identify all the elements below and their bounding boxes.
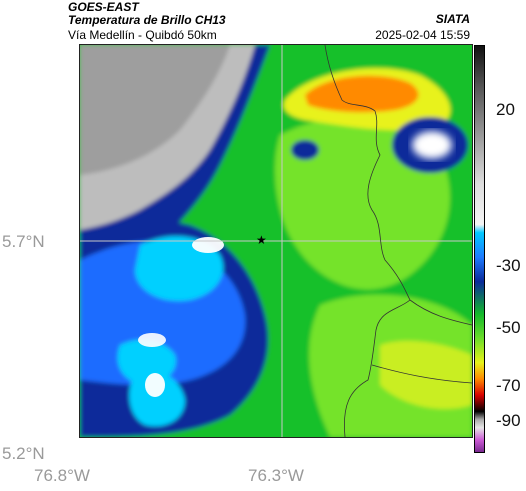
department-border-south: [371, 364, 473, 384]
light-blue-cloud-sw: [129, 371, 185, 427]
satellite-map[interactable]: ★: [70, 35, 482, 447]
map-canvas: ★: [70, 35, 482, 447]
colorbar-tick-minus30: -30: [496, 256, 521, 275]
product-title: Temperatura de Brillo CH13: [68, 13, 226, 27]
colorbar-tick-minus50: -50: [496, 318, 521, 337]
route-subtitle: Vía Medellín - Quibdó 50km: [68, 28, 217, 42]
white-core-south: [138, 333, 166, 347]
location-star-marker: ★: [256, 233, 267, 247]
white-core-sw: [145, 373, 165, 397]
white-core-east: [412, 131, 452, 159]
dark-gray-cold-top: [80, 45, 230, 175]
dark-blue-cell: [291, 140, 319, 160]
lon-tick-76-8: 76.8°W: [34, 466, 90, 485]
organization-label: SIATA: [435, 12, 470, 26]
light-blue-cloud: [135, 236, 224, 301]
yellow-green-area: [380, 340, 472, 409]
colorbar-tick-20: 20: [496, 100, 515, 119]
colorbar-tick-minus90: -90: [496, 411, 521, 430]
satellite-title: GOES-EAST: [68, 0, 139, 14]
lon-tick-76-3: 76.3°W: [248, 466, 304, 485]
lat-tick-5-7: 5.7°N: [2, 232, 45, 251]
timestamp: 2025-02-04 15:59: [375, 28, 470, 42]
orange-area: [305, 75, 419, 113]
white-core: [192, 237, 224, 253]
department-border: [324, 44, 411, 438]
lat-tick-5-2: 5.2°N: [2, 444, 45, 463]
temperature-colorbar: [474, 45, 485, 453]
department-border-east: [409, 299, 473, 326]
colorbar-tick-minus70: -70: [496, 376, 521, 395]
